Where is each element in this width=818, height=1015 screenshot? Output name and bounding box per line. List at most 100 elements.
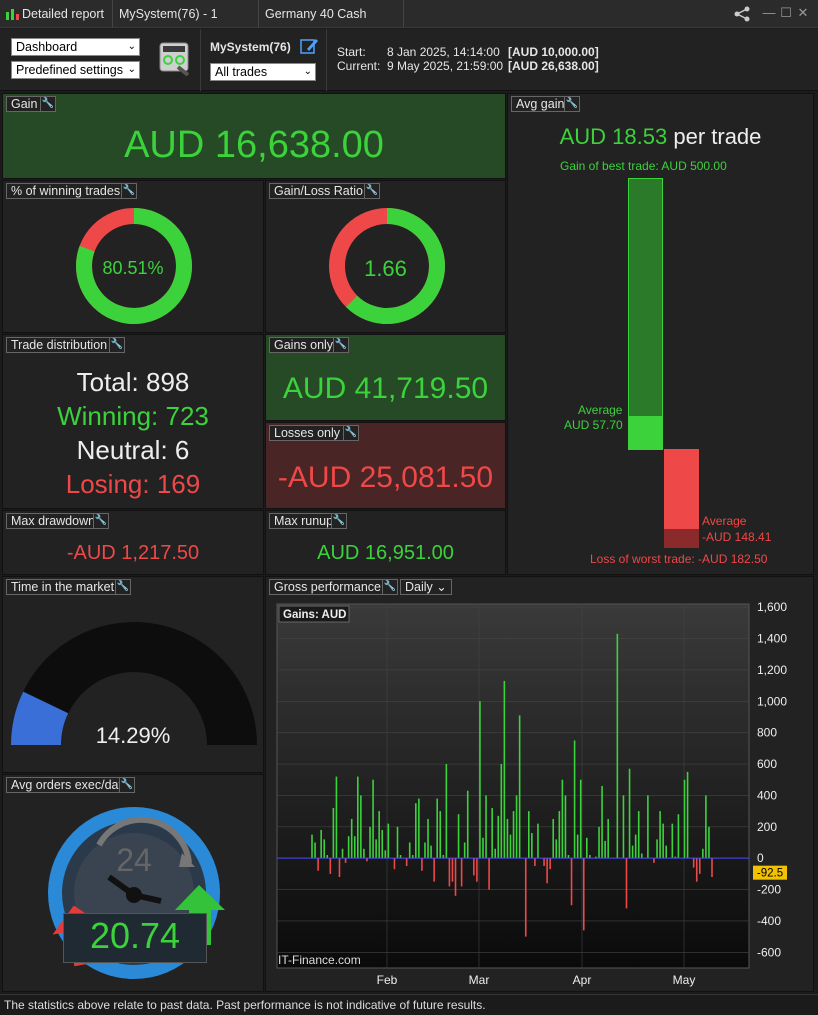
wrench-icon[interactable]: 🔧 — [343, 425, 359, 441]
bar — [604, 840, 606, 859]
winning-donut — [76, 208, 192, 324]
bar — [506, 818, 509, 859]
wrench-icon[interactable]: 🔧 — [109, 337, 125, 353]
period-select[interactable]: Daily ⌄ — [400, 579, 452, 595]
current-value-label: -92.5 — [757, 868, 783, 880]
chevron-down-icon: ⌄ — [127, 64, 136, 75]
y-tick-label: -600 — [757, 945, 781, 959]
winning-percent: 80.51% — [102, 258, 164, 278]
bar — [366, 858, 368, 862]
bar — [445, 764, 448, 859]
time-in-market-panel: Time in the market 🔧 14.29% — [2, 576, 264, 773]
winning-trades-title: % of winning trades — [6, 183, 126, 199]
bar — [353, 836, 356, 859]
bar — [332, 807, 335, 859]
trade-distribution-panel: Trade distribution 🔧 Total: 898 Winning:… — [2, 334, 264, 509]
bar — [460, 858, 463, 887]
bar — [329, 858, 332, 874]
close-icon[interactable]: ✕ — [797, 5, 809, 20]
gains-only-panel: Gains only 🔧 AUD 41,719.50 — [265, 334, 506, 421]
system-tab[interactable]: MySystem(76) - 1 minute — [113, 0, 259, 49]
chevron-down-icon: ⌄ — [303, 66, 312, 77]
avg-gain-panel: Avg gain 🔧 AUD 18.53 per trade Gain of b… — [507, 93, 814, 575]
bar — [378, 811, 380, 859]
bar — [466, 790, 469, 859]
bar — [439, 811, 442, 859]
chart-icon — [6, 9, 19, 20]
bar — [341, 848, 344, 859]
bar — [485, 795, 487, 859]
maximize-icon[interactable]: ☐ — [780, 5, 792, 20]
bar — [573, 740, 576, 859]
plot-area — [276, 603, 750, 969]
bar — [616, 633, 619, 859]
wrench-icon[interactable]: 🔧 — [382, 579, 398, 595]
bar — [570, 858, 573, 906]
wrench-icon[interactable]: 🔧 — [333, 337, 349, 353]
wrench-icon[interactable]: 🔧 — [564, 96, 580, 112]
bar — [491, 807, 493, 859]
start-value: [AUD 10,000.00] — [508, 45, 599, 59]
share-icon[interactable] — [733, 5, 751, 23]
start-date: 8 Jan 2025, 14:14:00 — [387, 45, 500, 59]
x-tick-label: Apr — [573, 973, 592, 987]
bar — [702, 848, 704, 859]
wrench-icon[interactable]: 🔧 — [115, 579, 131, 595]
divider — [200, 29, 201, 91]
bar — [631, 845, 634, 859]
edit-icon[interactable] — [299, 36, 319, 56]
bar — [674, 856, 677, 859]
watermark: IT-Finance.com — [278, 953, 361, 967]
bar — [320, 829, 322, 859]
wrench-icon[interactable]: 🔧 — [121, 183, 137, 199]
bar — [357, 776, 359, 859]
bar — [607, 818, 609, 859]
bar — [579, 779, 582, 859]
gross-chart: 1,600 1,400 1,200 1,000 800 600 400 200 0 -200 -40… — [276, 601, 787, 987]
trades-select[interactable]: All trades ⌄ — [210, 63, 316, 81]
wrench-icon[interactable]: 🔧 — [40, 96, 56, 112]
wrench-icon[interactable]: 🔧 — [93, 513, 109, 529]
bar — [537, 823, 539, 859]
time-gauge — [11, 622, 257, 745]
bar — [662, 823, 664, 859]
gain-value: AUD 16,638.00 — [124, 124, 384, 166]
bar — [628, 768, 631, 859]
instrument-tab[interactable]: Germany 40 Cash (A$1) — [259, 0, 404, 49]
winning-trades-panel: % of winning trades 🔧 80.51% — [2, 180, 264, 333]
bar — [686, 771, 689, 859]
wrench-icon[interactable]: 🔧 — [331, 513, 347, 529]
x-tick-label: Mar — [469, 973, 490, 987]
bar — [665, 845, 667, 859]
y-tick-label: 1,000 — [757, 694, 787, 708]
bar — [442, 855, 445, 859]
view-select[interactable]: Dashboard ⌄ — [11, 38, 140, 56]
wrench-icon[interactable]: 🔧 — [364, 183, 380, 199]
minimize-icon[interactable]: — — [762, 5, 776, 20]
bar — [314, 842, 316, 859]
current-value-tag — [753, 865, 787, 880]
bar — [549, 858, 551, 870]
bar — [463, 842, 466, 859]
gross-performance-panel: Gross performance 🔧 Daily ⌄ 1,600 1,400 1,… — [265, 576, 814, 992]
bar — [363, 848, 365, 859]
bar — [503, 680, 506, 859]
ratio-value: 1.66 — [364, 256, 407, 281]
y-tick-label: 800 — [757, 726, 777, 740]
bar — [518, 715, 521, 859]
wrench-icon[interactable]: 🔧 — [119, 777, 135, 793]
max-drawdown-title: Max drawdown — [6, 513, 101, 529]
bar — [311, 834, 313, 859]
bar — [421, 858, 423, 871]
settings-select[interactable]: Predefined settings ⌄ — [11, 61, 140, 79]
gauge-fill — [11, 691, 69, 745]
gain-title: Gain — [6, 96, 43, 112]
system-settings-icon[interactable] — [158, 41, 192, 77]
bar — [344, 858, 347, 863]
losses-only-title: Losses only — [269, 425, 346, 441]
y-tick-label: -400 — [757, 914, 781, 928]
bar — [360, 795, 362, 859]
donut-gain-arc — [329, 208, 445, 324]
chart-title-box — [278, 605, 350, 623]
best-trade-label: Gain of best trade: AUD 500.00 — [560, 159, 727, 173]
